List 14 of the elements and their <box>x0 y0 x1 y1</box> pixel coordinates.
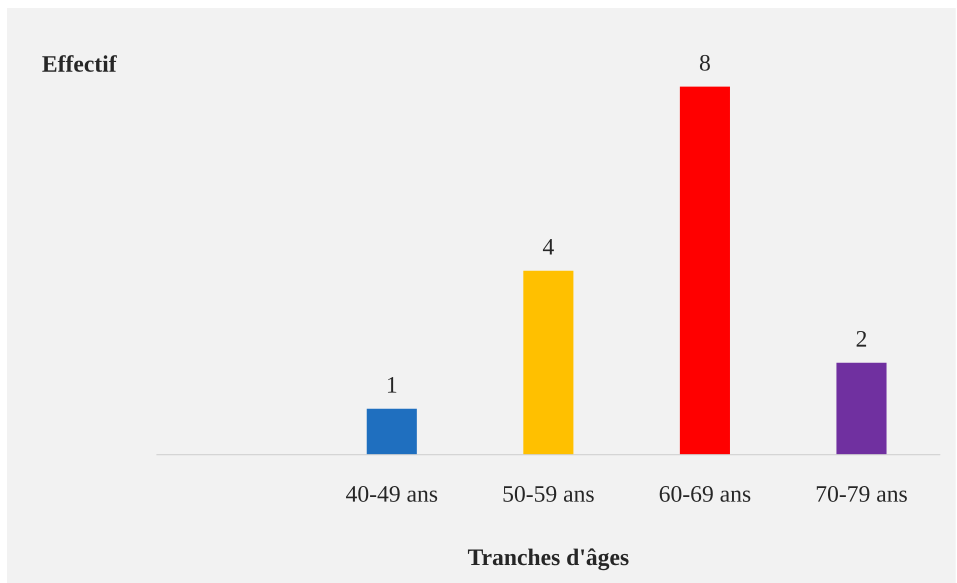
x-tick-label: 50-59 ans <box>504 486 594 502</box>
x-axis-title: Tranches d'âges <box>468 548 629 570</box>
data-label: 2 <box>856 330 866 347</box>
bar <box>366 408 417 455</box>
bar <box>836 362 887 455</box>
x-tick-label: 60-69 ans <box>660 486 750 502</box>
bar <box>523 270 574 455</box>
x-tick-label: 40-49 ans <box>346 486 438 502</box>
data-label: 1 <box>388 377 396 393</box>
data-label: 4 <box>542 239 554 255</box>
data-label: 8 <box>700 54 710 71</box>
bar <box>680 86 730 455</box>
y-axis-title: Effectif <box>42 55 117 72</box>
x-tick-label: 70-79 ans <box>816 486 907 502</box>
